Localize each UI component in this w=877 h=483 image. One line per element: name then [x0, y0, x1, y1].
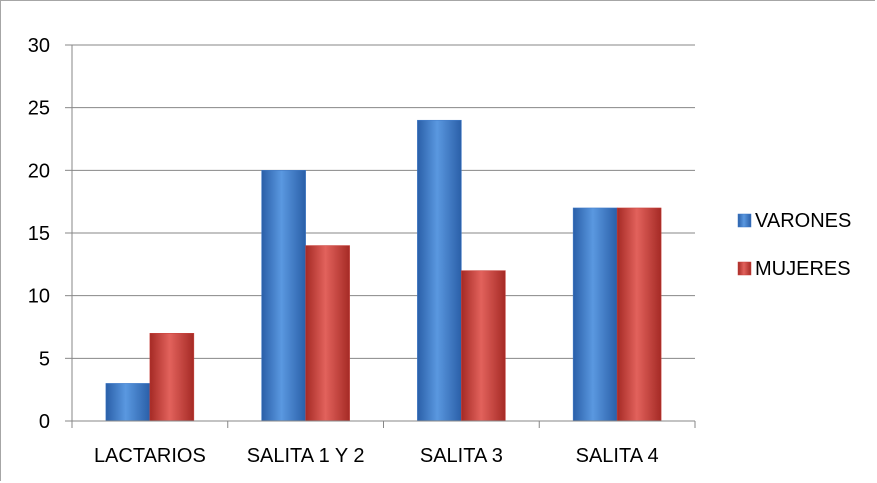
bar-varones-2: [417, 119, 462, 422]
bar-varones-0: [105, 383, 151, 422]
legend: VARONES MUJERES: [737, 210, 851, 280]
bar-mujeres-0: [149, 333, 195, 422]
y-tick-labels: 0 5 10 15 20 25 30: [28, 35, 50, 433]
legend-label-mujeres: MUJERES: [755, 258, 851, 280]
y-tick-label: 5: [39, 348, 50, 370]
x-tick-labels: LACTARIOS SALITA 1 Y 2 SALITA 3 SALITA 4: [94, 445, 659, 467]
y-tick-label: 30: [28, 35, 50, 57]
bar-varones-1: [261, 170, 306, 422]
bar-mujeres-1: [305, 245, 350, 422]
bar-mujeres-2: [461, 270, 506, 422]
y-tick-label: 25: [28, 98, 50, 120]
legend-swatch-varones: [737, 213, 752, 228]
legend-swatch-mujeres: [737, 261, 752, 276]
y-tick-label: 15: [28, 223, 50, 245]
bar-mujeres-3: [616, 207, 662, 422]
bar-varones-3: [572, 207, 618, 422]
x-tick-label: LACTARIOS: [94, 445, 206, 467]
x-tick-label: SALITA 3: [420, 445, 503, 467]
legend-label-varones: VARONES: [755, 210, 851, 232]
y-tick-label: 10: [28, 286, 50, 308]
bars: [105, 119, 662, 422]
y-tick-label: 20: [28, 160, 50, 182]
x-tick-label: SALITA 1 Y 2: [247, 445, 365, 467]
x-tick-label: SALITA 4: [576, 445, 659, 467]
y-tick-label: 0: [39, 411, 50, 433]
axes: [65, 44, 696, 428]
